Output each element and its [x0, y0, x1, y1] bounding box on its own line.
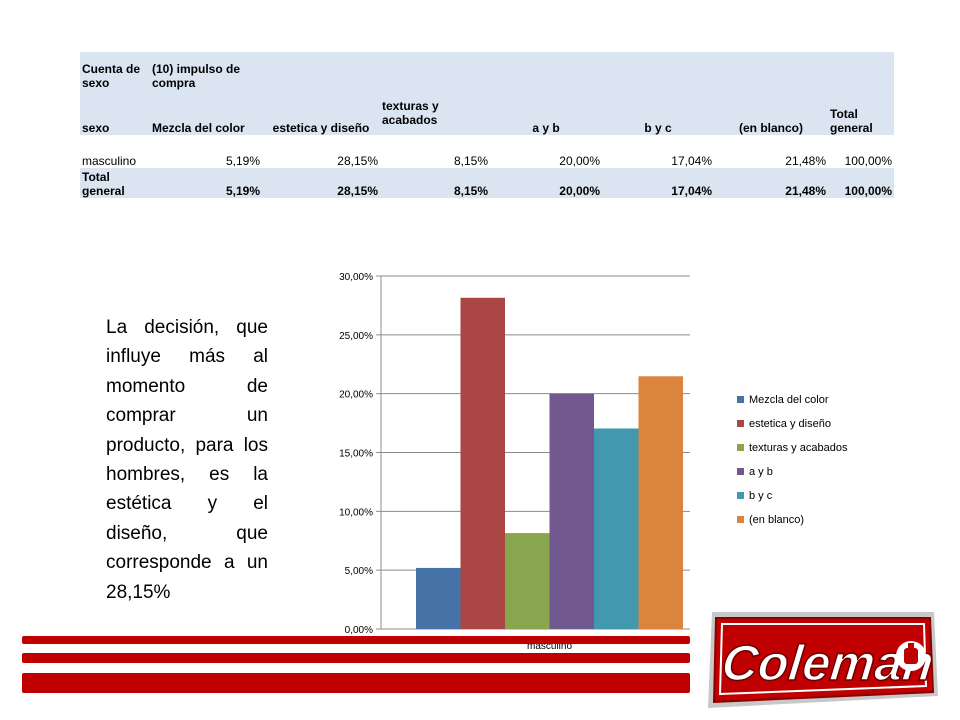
legend-label: Mezcla del color	[749, 394, 829, 406]
legend-label: estetica y diseño	[749, 418, 831, 430]
legend-swatch	[737, 516, 744, 523]
decorative-stripe	[22, 636, 690, 644]
table-header-row-1: Cuenta de sexo (10) impulso de compra	[80, 52, 894, 90]
bar-chart: 0,00% 5,00% 10,00% 15,00% 20,00% 25,00% 30,00%…	[339, 272, 848, 652]
bar	[549, 393, 594, 629]
table-cell: 28,15%	[262, 168, 380, 198]
y-tick-label: 20,00%	[339, 390, 373, 401]
legend-label: a y b	[749, 466, 773, 478]
table-cell: 100,00%	[828, 168, 894, 198]
legend-swatch	[737, 396, 744, 403]
table-total-row: Total general 5,19% 28,15% 8,15% 20,00% …	[80, 168, 894, 198]
y-tick-label: 30,00%	[339, 272, 373, 283]
table-cell: 8,15%	[453, 154, 488, 168]
table-header-cell: Mezcla del color	[150, 90, 262, 135]
bar	[638, 376, 683, 629]
table-cell: 8,15%	[380, 168, 490, 198]
table-header-cell: (en blanco)	[714, 90, 828, 135]
legend-swatch	[737, 444, 744, 451]
y-tick-label: 25,00%	[339, 331, 373, 342]
table-header-row-2: sexo Mezcla del color estetica y diseño …	[80, 90, 894, 135]
table-header-cell: a y b	[490, 90, 602, 135]
legend-label: texturas y acabados	[749, 442, 848, 454]
description-text: La decisión, que influye más al momento …	[106, 317, 268, 603]
coleman-logo: Coleman	[708, 612, 938, 708]
table-header-cell: texturas y acabados	[380, 90, 490, 135]
legend-swatch	[737, 468, 744, 475]
table-cell: 21,48%	[785, 154, 826, 168]
table-row: masculino 5,19% 28,15% 8,15% 20,00% 17,0…	[80, 148, 894, 168]
legend-swatch	[737, 492, 744, 499]
x-tick-label: masculino	[527, 641, 572, 652]
bar	[594, 428, 639, 629]
table-cell: 100,00%	[844, 154, 892, 168]
table-cell: 20,00%	[490, 168, 602, 198]
table-cell: 5,19%	[150, 168, 262, 198]
legend-label: b y c	[749, 490, 773, 502]
table-cell: Total general	[80, 168, 150, 198]
bar	[460, 297, 505, 629]
bar	[505, 533, 550, 629]
table-cell: 17,04%	[671, 154, 712, 168]
table-header-cell: estetica y diseño	[262, 90, 380, 135]
table-cell: 28,15%	[337, 154, 378, 168]
bar	[416, 567, 461, 629]
decorative-stripe	[22, 653, 690, 663]
table-header-cell: sexo	[80, 90, 150, 135]
table-header-cell: Cuenta de sexo	[80, 52, 150, 90]
table-header-cell: b y c	[602, 90, 714, 135]
table-cell: masculino	[82, 154, 137, 168]
y-tick-label: 10,00%	[339, 507, 373, 518]
y-tick-label: 15,00%	[339, 449, 373, 460]
table-header-cell: Total general	[828, 90, 894, 135]
table-cell: 21,48%	[714, 168, 828, 198]
y-tick-label: 0,00%	[345, 625, 373, 636]
y-tick-label: 5,00%	[345, 566, 373, 577]
pivot-table: Cuenta de sexo (10) impulso de compra se…	[80, 52, 894, 198]
legend-swatch	[737, 420, 744, 427]
decorative-stripe	[22, 673, 690, 693]
table-cell: 17,04%	[602, 168, 714, 198]
table-cell: 5,19%	[225, 154, 260, 168]
table-header-cell: (10) impulso de compra	[150, 52, 262, 90]
legend-label: (en blanco)	[749, 514, 804, 526]
table-cell: 20,00%	[559, 154, 600, 168]
